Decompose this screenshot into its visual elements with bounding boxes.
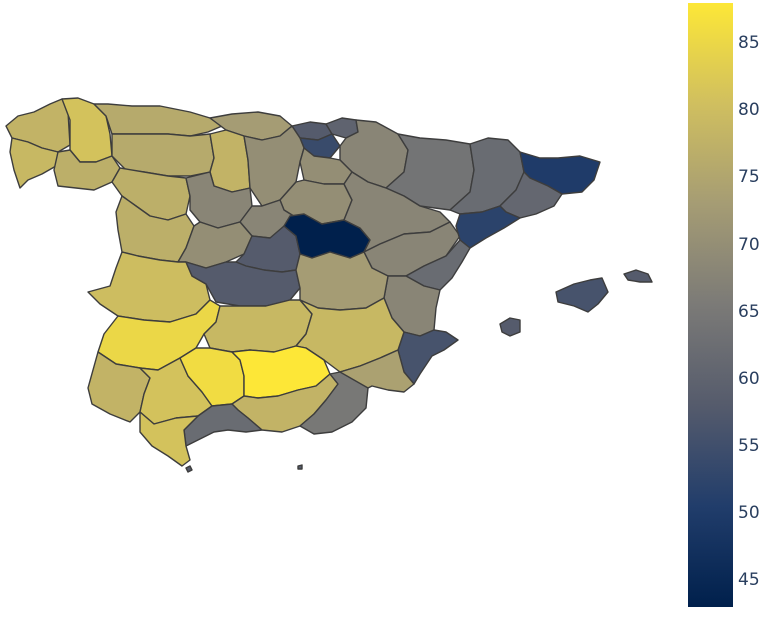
region-avila[interactable] — [177, 221, 253, 269]
colorbar-tick-label: 85 — [738, 33, 760, 54]
region-murcia[interactable] — [339, 349, 415, 393]
colorbar-tick-label: 65 — [738, 301, 760, 322]
region-asturias[interactable] — [93, 103, 223, 137]
colorbar-tick-label: 80 — [738, 100, 760, 121]
colorbar-tick-label: 75 — [738, 167, 760, 188]
region-mallorca[interactable] — [555, 277, 609, 313]
colorbar-gradient — [688, 3, 733, 607]
region-castellon[interactable] — [405, 239, 471, 291]
region-pontevedra[interactable] — [9, 137, 59, 189]
region-islet-2 — [297, 464, 303, 470]
region-ibiza[interactable] — [499, 317, 521, 337]
colorbar-tick-label: 45 — [738, 570, 760, 591]
region-alicante[interactable] — [397, 329, 459, 385]
region-islet-1 — [185, 465, 193, 473]
colorbar-tick-label: 60 — [738, 368, 760, 389]
region-menorca[interactable] — [623, 269, 653, 283]
colorbar-tick-label: 55 — [738, 435, 760, 456]
colorbar — [688, 3, 733, 607]
colorbar-tick-label: 70 — [738, 234, 760, 255]
region-tarragona[interactable] — [455, 205, 521, 249]
colorbar-tick-label: 50 — [738, 503, 760, 524]
region-barcelona[interactable] — [499, 171, 563, 219]
region-ciudad-real[interactable] — [203, 299, 313, 353]
region-cadiz[interactable] — [139, 411, 199, 467]
